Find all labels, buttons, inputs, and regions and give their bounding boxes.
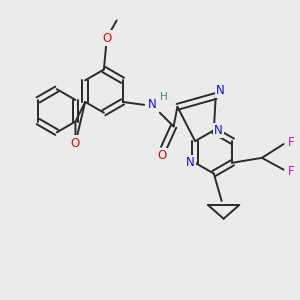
Text: F: F: [288, 136, 295, 148]
Text: O: O: [71, 136, 80, 150]
Text: N: N: [214, 124, 223, 137]
Text: F: F: [288, 165, 295, 178]
Text: H: H: [160, 92, 168, 102]
Text: O: O: [157, 149, 167, 162]
Text: N: N: [186, 156, 195, 169]
Text: N: N: [216, 84, 225, 97]
Text: N: N: [148, 98, 156, 111]
Text: O: O: [102, 32, 111, 45]
